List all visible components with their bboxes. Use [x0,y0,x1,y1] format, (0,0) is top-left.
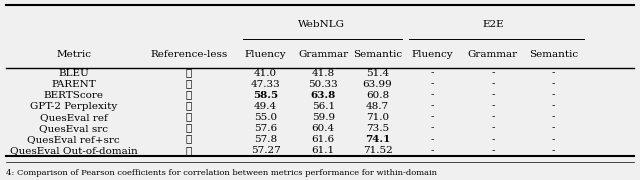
Text: ✗: ✗ [186,135,192,144]
Text: 57.8: 57.8 [254,135,277,144]
Text: -: - [491,124,495,133]
Text: GPT-2 Perplexity: GPT-2 Perplexity [30,102,117,111]
Text: 71.0: 71.0 [366,113,389,122]
Text: BERTScore: BERTScore [44,91,104,100]
Text: -: - [552,135,556,144]
Text: -: - [430,135,434,144]
Text: 60.8: 60.8 [366,91,389,100]
Text: 57.6: 57.6 [254,124,277,133]
Text: ✗: ✗ [186,69,192,78]
Text: -: - [552,80,556,89]
Text: 49.4: 49.4 [254,102,277,111]
Text: -: - [491,113,495,122]
Text: -: - [430,69,434,78]
Text: Semantic: Semantic [529,50,578,59]
Text: Fluency: Fluency [244,50,287,59]
Text: -: - [552,69,556,78]
Text: -: - [491,146,495,155]
Text: ✓: ✓ [186,146,192,155]
Text: -: - [552,91,556,100]
Text: QuesEval src: QuesEval src [39,124,108,133]
Text: Semantic: Semantic [353,50,402,59]
Text: QuesEval Out-of-domain: QuesEval Out-of-domain [10,146,138,155]
Text: 63.8: 63.8 [310,91,336,100]
Text: 4: Comparison of Pearson coefficients for correlation between metrics performanc: 4: Comparison of Pearson coefficients fo… [6,169,437,177]
Text: ✓: ✓ [186,124,192,133]
Text: ✓: ✓ [186,102,192,111]
Text: -: - [430,113,434,122]
Text: -: - [552,113,556,122]
Text: -: - [491,80,495,89]
Text: -: - [491,69,495,78]
Text: -: - [430,102,434,111]
Text: Grammar: Grammar [298,50,348,59]
Text: -: - [491,135,495,144]
Text: 59.9: 59.9 [312,113,335,122]
Text: E2E: E2E [482,20,504,29]
Text: Reference-less: Reference-less [150,50,227,59]
Text: 74.1: 74.1 [365,135,390,144]
Text: -: - [491,102,495,111]
Text: BLEU: BLEU [58,69,89,78]
Text: 63.99: 63.99 [363,80,392,89]
Text: PARENT: PARENT [51,80,96,89]
Text: -: - [430,80,434,89]
Text: Grammar: Grammar [468,50,518,59]
Text: 71.52: 71.52 [363,146,392,155]
Text: 56.1: 56.1 [312,102,335,111]
Text: 50.33: 50.33 [308,80,338,89]
Text: 58.5: 58.5 [253,91,278,100]
Text: QuesEval ref: QuesEval ref [40,113,108,122]
Text: Metric: Metric [56,50,91,59]
Text: 41.0: 41.0 [254,69,277,78]
Text: 47.33: 47.33 [251,80,280,89]
Text: 60.4: 60.4 [312,124,335,133]
Text: -: - [430,124,434,133]
Text: QuesEval ref+src: QuesEval ref+src [28,135,120,144]
Text: 41.8: 41.8 [312,69,335,78]
Text: -: - [491,91,495,100]
Text: 73.5: 73.5 [366,124,389,133]
Text: -: - [552,146,556,155]
Text: -: - [430,146,434,155]
Text: 61.1: 61.1 [312,146,335,155]
Text: 55.0: 55.0 [254,113,277,122]
Text: 48.7: 48.7 [366,102,389,111]
Text: WebNLG: WebNLG [298,20,345,29]
Text: ✗: ✗ [186,80,192,89]
Text: 51.4: 51.4 [366,69,389,78]
Text: Fluency: Fluency [411,50,453,59]
Text: 61.6: 61.6 [312,135,335,144]
Text: ✗: ✗ [186,113,192,122]
Text: -: - [552,124,556,133]
Text: 57.27: 57.27 [251,146,280,155]
Text: -: - [552,102,556,111]
Text: ✗: ✗ [186,91,192,100]
Text: -: - [430,91,434,100]
